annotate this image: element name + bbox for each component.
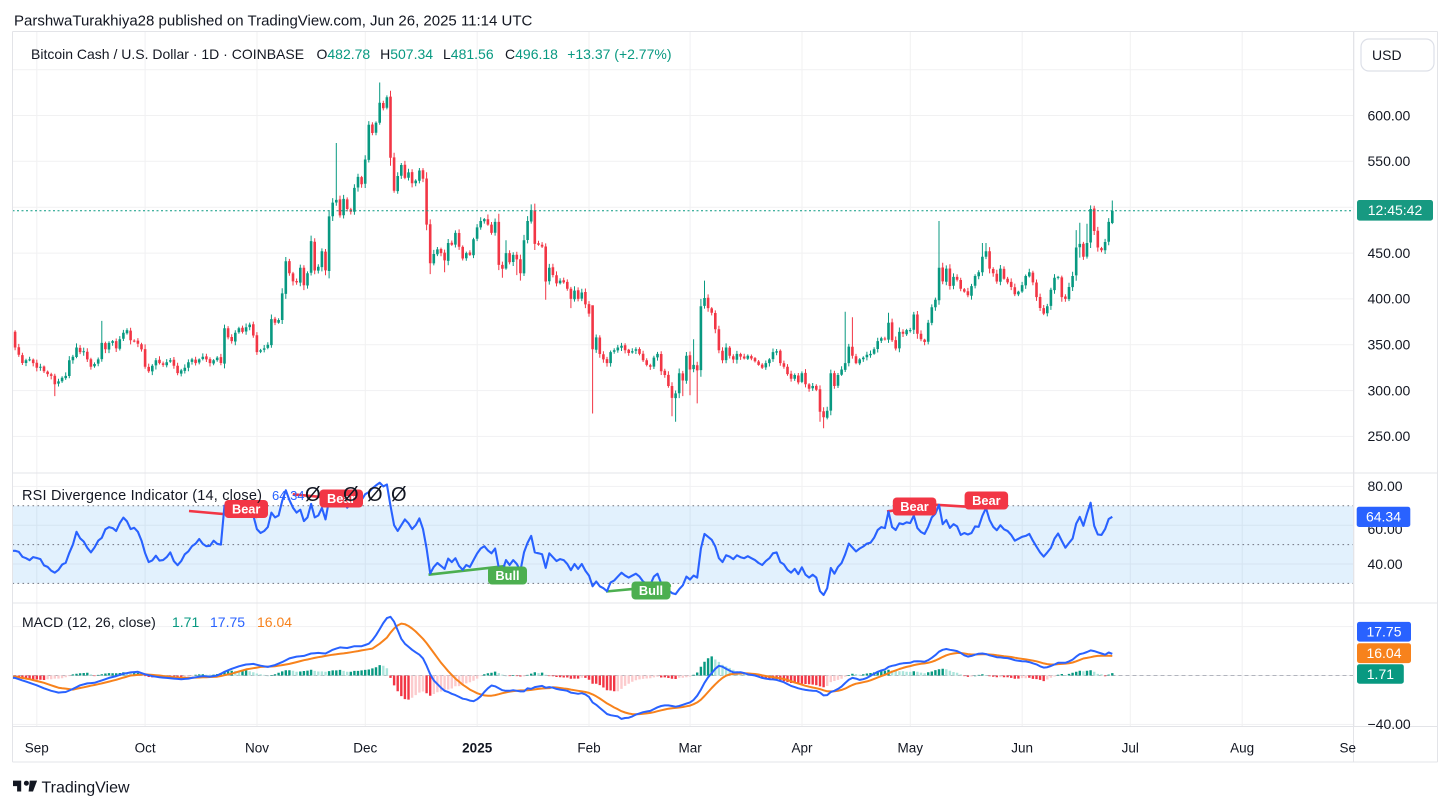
svg-text:Jul: Jul	[1122, 741, 1139, 756]
svg-text:Ø: Ø	[305, 484, 321, 506]
svg-text:Oct: Oct	[135, 741, 156, 756]
svg-text:Sep: Sep	[25, 741, 49, 756]
svg-text:MACD (12, 26, close): MACD (12, 26, close)	[22, 614, 156, 630]
svg-text:250.00: 250.00	[1368, 428, 1411, 444]
svg-text:Bear: Bear	[900, 499, 928, 514]
svg-text:Jun: Jun	[1011, 741, 1033, 756]
svg-text:40.00: 40.00	[1368, 556, 1403, 572]
svg-text:Bear: Bear	[972, 493, 1000, 508]
svg-text:Bitcoin Cash / U.S. Dollar · 1: Bitcoin Cash / U.S. Dollar · 1D · COINBA…	[31, 46, 304, 62]
svg-text:400.00: 400.00	[1368, 291, 1411, 307]
svg-text:1.71: 1.71	[1367, 666, 1394, 682]
svg-text:Ø: Ø	[391, 484, 407, 506]
svg-text:Feb: Feb	[577, 741, 600, 756]
svg-text:Apr: Apr	[791, 741, 813, 756]
svg-text:O482.78: O482.78	[317, 46, 371, 62]
svg-text:550.00: 550.00	[1368, 153, 1411, 169]
svg-text:64.34: 64.34	[272, 488, 305, 503]
svg-text:−40.00: −40.00	[1368, 716, 1411, 732]
svg-text:USD: USD	[1372, 47, 1402, 63]
svg-text:16.04: 16.04	[257, 614, 292, 630]
svg-text:Aug: Aug	[1230, 741, 1254, 756]
svg-text:300.00: 300.00	[1368, 382, 1411, 398]
svg-text:Ø: Ø	[343, 484, 359, 506]
svg-text:H507.34: H507.34	[380, 46, 433, 62]
svg-text:Nov: Nov	[245, 741, 269, 756]
svg-text:16.04: 16.04	[1366, 645, 1401, 661]
svg-text:Bear: Bear	[232, 501, 260, 516]
svg-text:Dec: Dec	[353, 741, 377, 756]
svg-text:Mar: Mar	[678, 741, 702, 756]
svg-text:350.00: 350.00	[1368, 337, 1411, 353]
svg-text:64.34: 64.34	[1366, 509, 1401, 525]
svg-text:80.00: 80.00	[1368, 478, 1403, 494]
svg-text:C496.18: C496.18	[505, 46, 558, 62]
svg-text:17.75: 17.75	[1366, 624, 1401, 640]
svg-text:2025: 2025	[462, 741, 493, 756]
svg-text:Se: Se	[1339, 741, 1356, 756]
svg-text:600.00: 600.00	[1368, 107, 1411, 123]
svg-text:May: May	[898, 741, 924, 756]
svg-text:Bear: Bear	[327, 491, 355, 506]
svg-text:RSI Divergence Indicator (14,: RSI Divergence Indicator (14, close)	[22, 488, 262, 504]
svg-text:17.75: 17.75	[210, 614, 245, 630]
svg-text:ParshwaTurakhiya28 published o: ParshwaTurakhiya28 published on TradingV…	[14, 13, 533, 30]
svg-text:450.00: 450.00	[1368, 245, 1411, 261]
svg-text:Ø: Ø	[367, 484, 383, 506]
svg-text:Bull: Bull	[495, 568, 519, 583]
svg-text:+13.37 (+2.77%): +13.37 (+2.77%)	[567, 46, 671, 62]
svg-text:TradingView: TradingView	[42, 780, 130, 797]
svg-text:L481.56: L481.56	[443, 46, 494, 62]
svg-text:Bull: Bull	[639, 583, 663, 598]
svg-text:1.71: 1.71	[172, 614, 199, 630]
svg-text:12:45:42: 12:45:42	[1368, 202, 1423, 218]
